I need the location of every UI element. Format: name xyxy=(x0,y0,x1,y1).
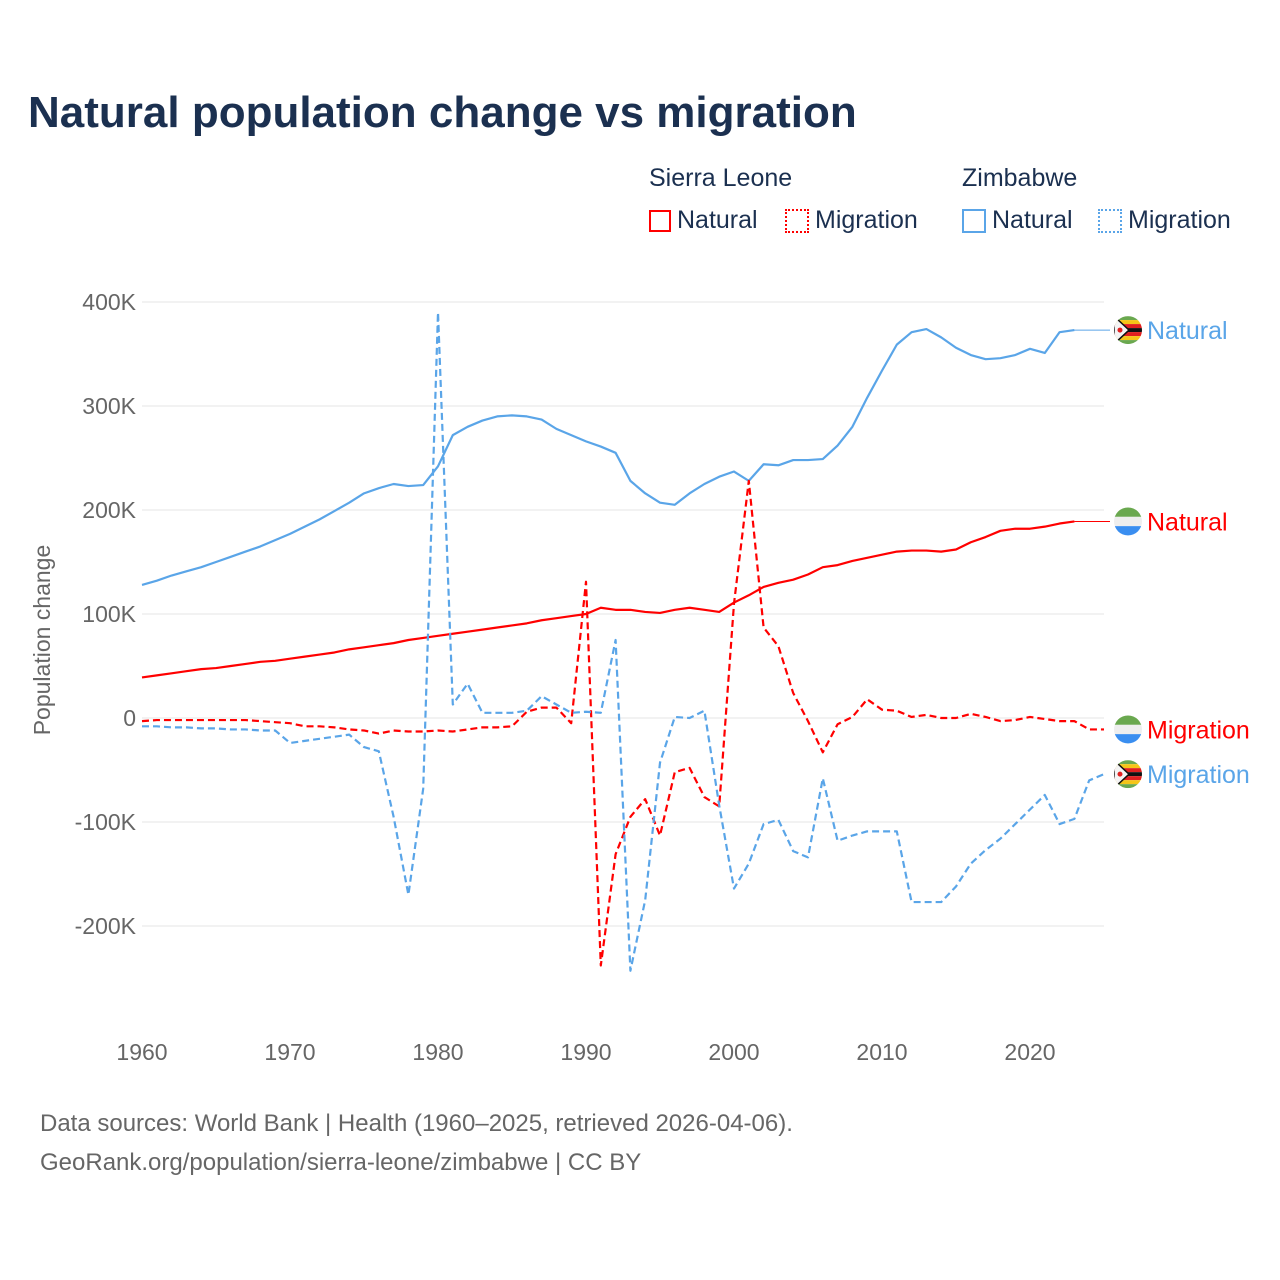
x-tick-label: 1990 xyxy=(560,1039,611,1065)
y-tick-label: 200K xyxy=(82,497,136,523)
y-axis-label: Population change xyxy=(29,545,55,736)
legend-item-zw-natural[interactable]: Natural xyxy=(962,206,1073,235)
legend-swatch-dotted xyxy=(785,208,809,233)
y-tick-label: 400K xyxy=(82,289,136,315)
legend-item-sl-migration[interactable]: Migration xyxy=(785,206,918,235)
zimbabwe-flag-icon xyxy=(1114,760,1142,789)
legend-group-zimbabwe: Zimbabwe xyxy=(962,164,1078,192)
y-tick-label: -100K xyxy=(75,809,137,835)
legend-item-sl-natural[interactable]: Natural xyxy=(649,206,758,235)
legend-swatch-solid xyxy=(962,208,986,233)
end-label: Migration xyxy=(1147,716,1250,744)
y-tick-label: -200K xyxy=(75,913,137,939)
end-label: Natural xyxy=(1147,317,1228,345)
sierra-leone-natural-line xyxy=(141,520,1075,679)
y-tick-label: 100K xyxy=(82,601,136,627)
end-label: Migration xyxy=(1147,761,1250,789)
x-tick-label: 2000 xyxy=(708,1039,759,1065)
x-tick-label: 1970 xyxy=(264,1039,315,1065)
zimbabwe-natural-line xyxy=(141,327,1075,586)
y-tick-label: 0 xyxy=(123,705,136,731)
legend-swatch-solid xyxy=(649,209,671,232)
footer-link[interactable]: GeoRank.org/population/sierra-leone/zimb… xyxy=(40,1149,642,1176)
sierra-leone-flag-icon xyxy=(1114,715,1142,744)
end-label: Natural xyxy=(1147,508,1228,536)
sierra-leone-migration-line xyxy=(141,479,1104,967)
legend-item-zw-migration[interactable]: Migration xyxy=(1098,206,1231,235)
x-tick-label: 1960 xyxy=(116,1039,167,1065)
chart-title: Natural population change vs migration xyxy=(28,88,857,137)
zimbabwe-flag-icon xyxy=(1114,316,1142,345)
zimbabwe-migration-line xyxy=(142,311,1105,972)
x-tick-label: 2020 xyxy=(1004,1039,1055,1065)
x-tick-label: 2010 xyxy=(856,1039,907,1065)
legend-group-sierra-leone: Sierra Leone xyxy=(649,164,793,192)
y-tick-label: 300K xyxy=(82,393,136,419)
x-tick-label: 1980 xyxy=(412,1039,463,1065)
sierra-leone-flag-icon xyxy=(1114,507,1142,536)
legend-swatch-dotted xyxy=(1098,208,1122,233)
footer-source: Data sources: World Bank | Health (1960–… xyxy=(40,1110,793,1137)
